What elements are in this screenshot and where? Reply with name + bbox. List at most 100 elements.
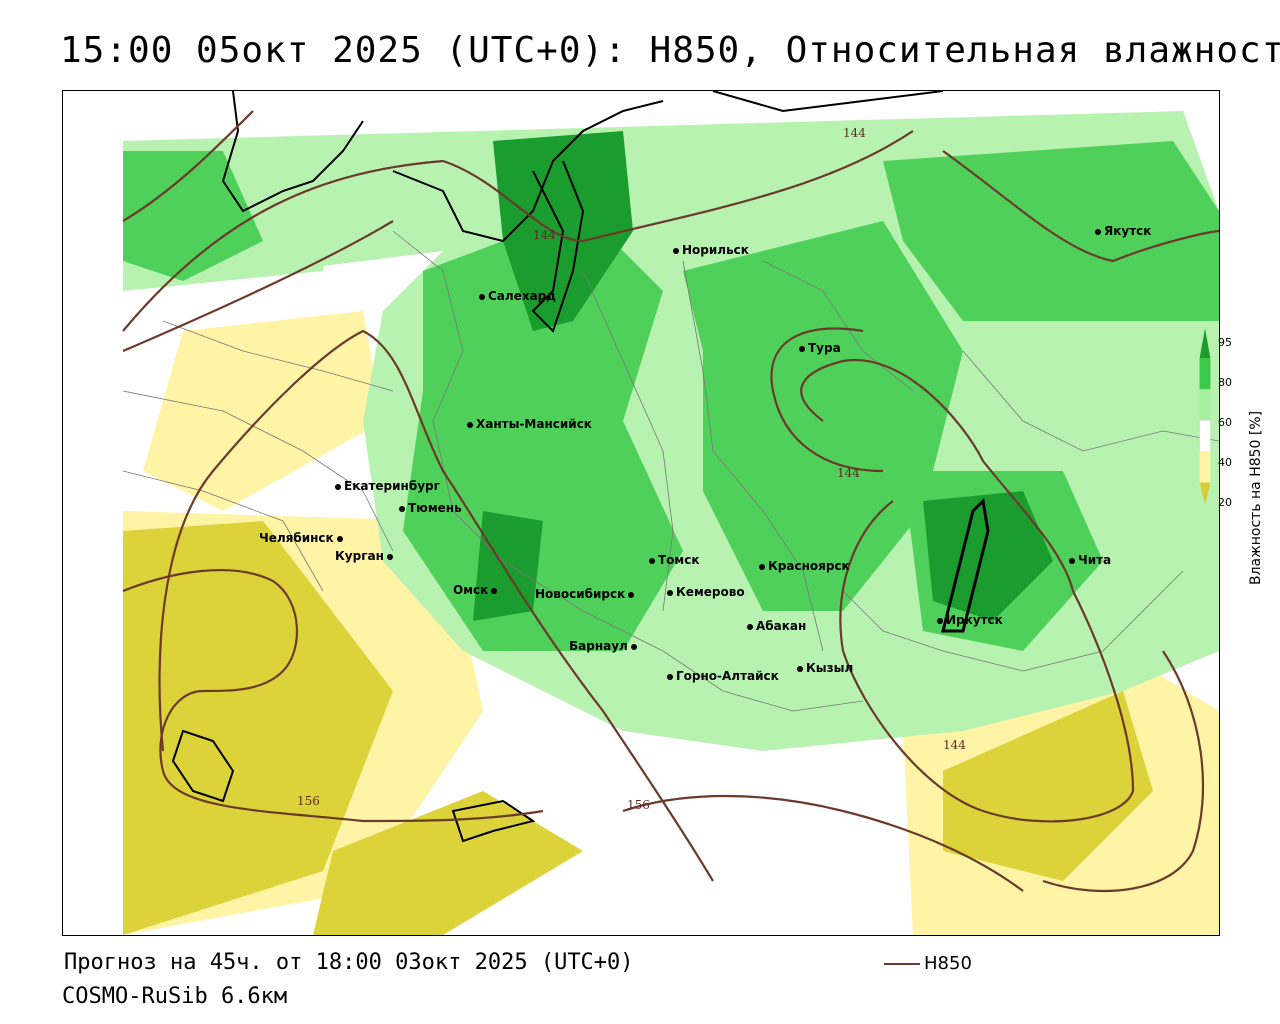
city-label: Курган bbox=[335, 549, 384, 563]
city-dot bbox=[335, 483, 341, 490]
scale-tick-label: 40 bbox=[1218, 456, 1232, 469]
city-marker: Горно-Алтайск bbox=[667, 669, 779, 683]
color-scale-bar bbox=[1199, 328, 1211, 505]
isoline-label: 144 bbox=[843, 126, 866, 140]
wet-zone-west-siberia bbox=[403, 211, 683, 651]
very-dry-zone-s bbox=[313, 791, 583, 935]
city-dot bbox=[667, 589, 673, 596]
city-marker: Кемерово bbox=[667, 585, 745, 599]
city-dot bbox=[628, 591, 635, 598]
isoline-label: 144 bbox=[533, 228, 556, 242]
city-dot bbox=[491, 587, 498, 594]
city-dot bbox=[336, 535, 343, 542]
model-name: COSMO-RuSib 6.6км bbox=[62, 984, 288, 1009]
very-dry-zone-se bbox=[943, 691, 1153, 881]
isoline-label: 156 bbox=[627, 798, 650, 812]
map-area: 144 144 144 144 156 156 Якутск Норильск … bbox=[62, 90, 1220, 936]
h850-isolines bbox=[122, 110, 1219, 893]
city-marker: Иркутск bbox=[937, 613, 1003, 627]
dry-zone-w bbox=[143, 311, 383, 511]
color-scale-legend: 95 80 60 40 20 Влажность на H850 [%] bbox=[1198, 300, 1268, 600]
city-label: Горно-Алтайск bbox=[676, 669, 779, 683]
city-dot bbox=[399, 505, 405, 512]
city-marker: Тура bbox=[799, 341, 841, 355]
city-label: Челябинск bbox=[259, 531, 334, 545]
city-marker: Абакан bbox=[747, 619, 806, 633]
isoline-label: 144 bbox=[837, 466, 860, 480]
scale-cap-top bbox=[1199, 328, 1211, 359]
city-label: Томск bbox=[658, 553, 700, 567]
chart-title: 15:00 05окт 2025 (UTC+0): H850, Относите… bbox=[60, 30, 1280, 71]
scale-band bbox=[1199, 389, 1211, 421]
contour-legend: H850 bbox=[884, 953, 972, 974]
city-label: Новосибирск bbox=[535, 587, 626, 601]
scale-tick-label: 20 bbox=[1218, 496, 1232, 509]
isoline-label: 156 bbox=[297, 794, 320, 808]
city-marker: Томск bbox=[649, 553, 700, 567]
city-dot bbox=[649, 557, 655, 564]
very-wet-zone-omsk bbox=[473, 511, 543, 621]
city-dot bbox=[937, 617, 943, 624]
isoline-labels: 144 144 144 144 156 156 bbox=[297, 126, 966, 812]
contour-line-swatch bbox=[884, 963, 920, 965]
contour-legend-label: H850 bbox=[924, 953, 972, 974]
scale-axis-label: Влажность на H850 [%] bbox=[1248, 410, 1264, 585]
city-dot bbox=[1095, 228, 1101, 235]
city-label: Екатеринбург bbox=[344, 479, 440, 493]
city-dot bbox=[630, 643, 637, 650]
scale-cap-bottom bbox=[1199, 482, 1211, 505]
city-label: Салехард bbox=[488, 289, 556, 303]
city-marker: Красноярск bbox=[759, 559, 850, 573]
city-dot bbox=[1069, 557, 1075, 564]
isoline-label: 144 bbox=[943, 738, 966, 752]
city-label: Норильск bbox=[682, 243, 749, 257]
city-dot bbox=[386, 553, 393, 560]
city-label: Ханты-Мансийск bbox=[476, 417, 592, 431]
city-dot bbox=[479, 293, 485, 300]
city-dot bbox=[747, 623, 753, 630]
city-marker: Салехард bbox=[479, 289, 556, 303]
wet-zone-central-siberia bbox=[683, 221, 963, 611]
city-label: Тура bbox=[808, 341, 841, 355]
city-label: Якутск bbox=[1104, 224, 1152, 238]
city-marker: Екатеринбург bbox=[335, 479, 440, 493]
city-marker: Чита bbox=[1069, 553, 1111, 567]
wet-zone-urals-north bbox=[123, 151, 263, 281]
city-label: Кызыл bbox=[806, 661, 854, 675]
city-label: Абакан bbox=[756, 619, 807, 633]
forecast-info: Прогноз на 45ч. от 18:00 03окт 2025 (UTC… bbox=[64, 950, 634, 975]
scale-band bbox=[1199, 358, 1211, 390]
city-dot bbox=[667, 673, 673, 680]
city-label: Иркутск bbox=[946, 613, 1003, 627]
city-dot bbox=[759, 563, 765, 570]
scale-band bbox=[1199, 451, 1211, 483]
city-marker: Курган bbox=[335, 549, 396, 563]
city-label: Омск bbox=[453, 583, 489, 597]
city-label: Чита bbox=[1078, 553, 1112, 567]
city-label: Барнаул bbox=[569, 639, 628, 653]
city-marker: Новосибирск bbox=[535, 587, 637, 601]
city-marker: Тюмень bbox=[399, 501, 462, 515]
scale-band bbox=[1199, 420, 1211, 452]
scale-tick-label: 80 bbox=[1218, 376, 1232, 389]
city-marker: Якутск bbox=[1095, 224, 1151, 238]
coastlines bbox=[171, 91, 990, 843]
city-label: Тюмень bbox=[408, 501, 462, 515]
city-dot bbox=[799, 345, 805, 352]
very-dry-zone-sw bbox=[123, 521, 393, 935]
scale-tick-label: 95 bbox=[1218, 336, 1232, 349]
city-label: Кемерово bbox=[676, 585, 745, 599]
city-dot bbox=[797, 665, 803, 672]
very-wet-zone-baikal bbox=[923, 491, 1053, 621]
city-marker: Омск bbox=[453, 583, 500, 597]
city-dot bbox=[467, 421, 473, 428]
map-canvas: 144 144 144 144 156 156 bbox=[63, 91, 1219, 935]
city-marker: Барнаул bbox=[569, 639, 640, 653]
city-marker: Норильск bbox=[673, 243, 749, 257]
city-label: Красноярск bbox=[768, 559, 850, 573]
region-borders bbox=[122, 230, 1219, 712]
city-marker: Челябинск bbox=[259, 531, 346, 545]
city-marker: Кызыл bbox=[797, 661, 853, 675]
city-marker: Ханты-Мансийск bbox=[467, 417, 592, 431]
city-dot bbox=[673, 247, 679, 254]
